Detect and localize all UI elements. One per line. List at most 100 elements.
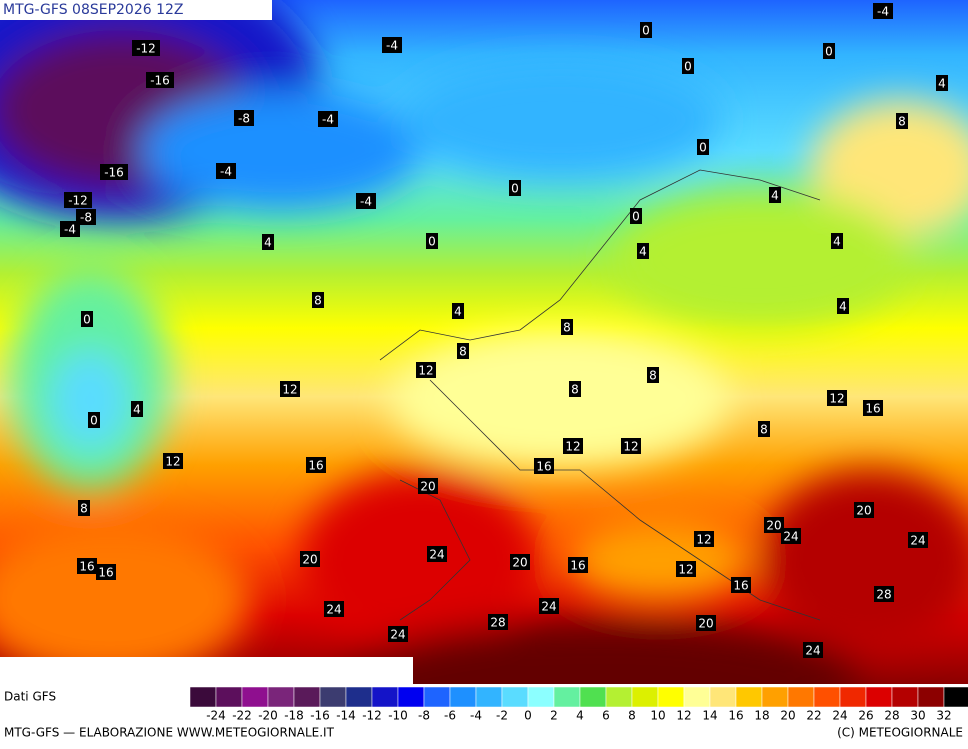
contour-label: -12 xyxy=(136,42,156,56)
colorbar-label: -24 xyxy=(206,709,226,723)
contour-label-box xyxy=(569,381,581,397)
contour-label: 20 xyxy=(302,553,317,567)
colorbar-label: 12 xyxy=(676,709,691,723)
contour-label-box xyxy=(100,164,128,180)
blank-panel xyxy=(0,657,413,684)
contour-label-box xyxy=(873,3,893,19)
colorbar-swatch xyxy=(605,686,633,708)
colorbar-swatch xyxy=(657,686,685,708)
colorbar-swatch xyxy=(891,686,919,708)
contour-label-box xyxy=(306,457,326,473)
contour-label-box xyxy=(64,192,92,208)
contour-label-box xyxy=(803,642,823,658)
colorbar-swatch xyxy=(943,686,968,708)
contour-label-box xyxy=(731,577,751,593)
contour-label: -4 xyxy=(877,5,889,19)
colorbar-swatch xyxy=(293,686,321,708)
contour-label-box xyxy=(896,113,908,129)
colorbar-swatch xyxy=(813,686,841,708)
contour-label-box xyxy=(827,390,847,406)
contour-label: 0 xyxy=(825,45,833,59)
contour-label: 12 xyxy=(623,440,638,454)
contour-label-box xyxy=(831,233,843,249)
contour-label-box xyxy=(388,626,408,642)
contour-label-box xyxy=(696,615,716,631)
contour-label: 20 xyxy=(512,556,527,570)
contour-label-box xyxy=(146,72,174,88)
colorbar-swatch xyxy=(735,686,763,708)
contour-label: 4 xyxy=(639,245,647,259)
colorbar-swatch xyxy=(839,686,867,708)
contour-label-box xyxy=(426,233,438,249)
contour-label-box xyxy=(324,601,344,617)
contour-label: 4 xyxy=(454,305,462,319)
contour-label: 8 xyxy=(760,423,768,437)
contour-label: 0 xyxy=(511,182,519,196)
colorbar-swatch xyxy=(423,686,451,708)
contour-label-box xyxy=(863,400,883,416)
contour-label-box xyxy=(621,438,641,454)
contour-label: 12 xyxy=(696,533,711,547)
contour-label-box xyxy=(764,517,784,533)
contour-label-box xyxy=(510,554,530,570)
contour-label: 0 xyxy=(684,60,692,74)
colorbar-label: -12 xyxy=(362,709,382,723)
contour-label: 16 xyxy=(79,560,94,574)
colorbar-label: 6 xyxy=(602,709,610,723)
contour-label-box xyxy=(318,111,338,127)
contour-label-box xyxy=(452,303,464,319)
contour-label: 24 xyxy=(805,644,820,658)
contour-label-box xyxy=(280,381,300,397)
contour-label: 12 xyxy=(165,455,180,469)
contour-label: 8 xyxy=(898,115,906,129)
colorbar-label: 28 xyxy=(884,709,899,723)
contour-label-box xyxy=(356,193,376,209)
contour-label-box xyxy=(936,75,948,91)
colorbar-label: 30 xyxy=(910,709,925,723)
contour-label-box xyxy=(539,598,559,614)
contour-label: 24 xyxy=(429,548,444,562)
colorbar-swatch xyxy=(449,686,477,708)
contour-label-box xyxy=(216,163,236,179)
credit-label: MTG-GFS — ELABORAZIONE WWW.METEOGIORNALE… xyxy=(4,726,335,740)
colorbar-label: -4 xyxy=(470,709,482,723)
contour-label: 0 xyxy=(642,24,650,38)
contour-label-box xyxy=(837,298,849,314)
colorbar-label: 18 xyxy=(754,709,769,723)
colorbar-label: 2 xyxy=(550,709,558,723)
contour-label: -4 xyxy=(322,113,334,127)
colorbar: -24 -22 -20 -18 -16 -14 -12 -10 -8 -6 -4 -2 0 2 4 6 8 10 1… xyxy=(189,686,968,723)
contour-label-box xyxy=(163,453,183,469)
colorbar-swatch xyxy=(787,686,815,708)
contour-label: -4 xyxy=(64,223,76,237)
colorbar-swatch xyxy=(683,686,711,708)
colorbar-label: 8 xyxy=(628,709,636,723)
contour-label: 28 xyxy=(876,588,891,602)
contour-label: -4 xyxy=(386,39,398,53)
colorbar-swatch xyxy=(475,686,503,708)
colorbar-swatch xyxy=(189,686,217,708)
contour-label-box xyxy=(234,110,254,126)
contour-label-box xyxy=(630,208,642,224)
contour-label-box xyxy=(77,558,97,574)
contour-label-box xyxy=(637,243,649,259)
contour-label: 20 xyxy=(698,617,713,631)
contour-label: 16 xyxy=(98,566,113,580)
contour-label: 8 xyxy=(649,369,657,383)
colorbar-swatch xyxy=(865,686,893,708)
contour-label: -4 xyxy=(360,195,372,209)
contour-label-box xyxy=(534,458,554,474)
contour-label: -16 xyxy=(104,166,124,180)
colorbar-label: 32 xyxy=(936,709,951,723)
contour-label: 8 xyxy=(459,345,467,359)
colorbar-swatch xyxy=(345,686,373,708)
contour-label: 4 xyxy=(771,189,779,203)
contour-label-box xyxy=(300,551,320,567)
colorbar-label: 22 xyxy=(806,709,821,723)
contour-label: 16 xyxy=(536,460,551,474)
contour-label-box xyxy=(60,221,80,237)
contour-label-box xyxy=(76,209,96,225)
contour-label: 0 xyxy=(90,414,98,428)
